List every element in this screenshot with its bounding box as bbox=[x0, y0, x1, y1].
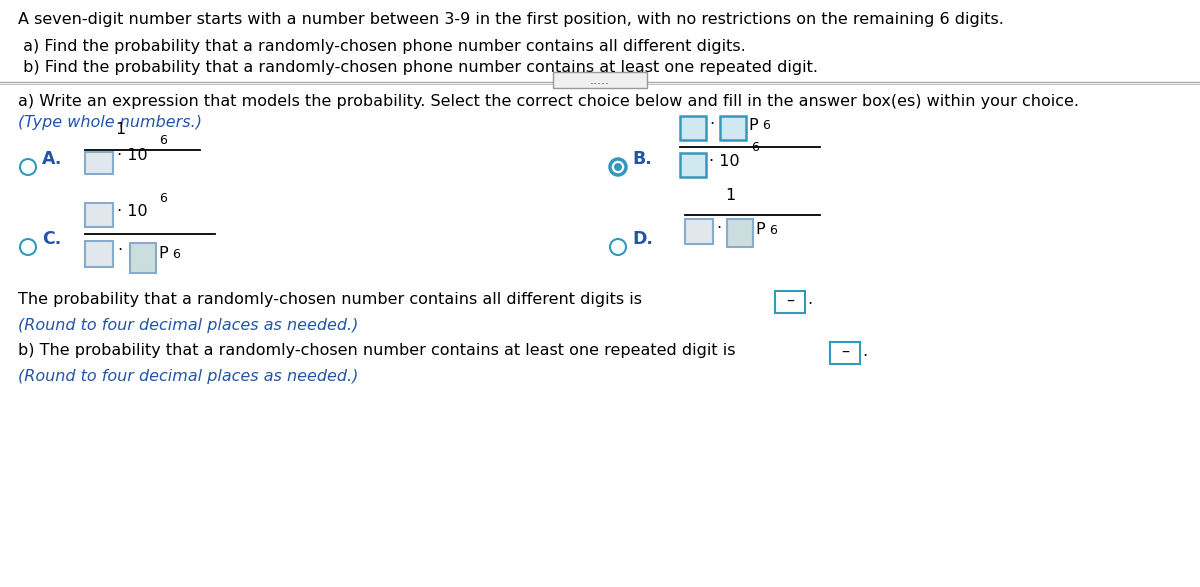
Text: .: . bbox=[808, 292, 812, 308]
FancyBboxPatch shape bbox=[130, 243, 156, 273]
Text: P: P bbox=[748, 117, 757, 133]
Text: .: . bbox=[862, 343, 868, 359]
Text: –: – bbox=[841, 343, 850, 359]
Text: ·: · bbox=[118, 242, 122, 258]
Text: b) Find the probability that a randomly-chosen phone number contains at least on: b) Find the probability that a randomly-… bbox=[18, 60, 818, 75]
Text: 6: 6 bbox=[172, 248, 180, 261]
FancyBboxPatch shape bbox=[85, 241, 113, 267]
Text: C.: C. bbox=[42, 230, 61, 248]
Text: · 10: · 10 bbox=[709, 153, 739, 168]
Text: P: P bbox=[755, 221, 764, 237]
Text: ·: · bbox=[709, 116, 714, 131]
FancyBboxPatch shape bbox=[85, 152, 113, 174]
Circle shape bbox=[614, 163, 622, 171]
Text: (Round to four decimal places as needed.): (Round to four decimal places as needed.… bbox=[18, 369, 359, 384]
Text: 1: 1 bbox=[725, 188, 736, 203]
Text: A seven-digit number starts with a number between 3-9 in the first position, wit: A seven-digit number starts with a numbe… bbox=[18, 12, 1004, 27]
Text: 6: 6 bbox=[762, 119, 770, 132]
Text: The probability that a randomly-chosen number contains all different digits is: The probability that a randomly-chosen n… bbox=[18, 292, 647, 307]
FancyBboxPatch shape bbox=[685, 219, 713, 244]
Text: .....: ..... bbox=[590, 74, 610, 87]
Text: · 10: · 10 bbox=[118, 204, 148, 218]
Text: · 10: · 10 bbox=[118, 147, 148, 163]
Text: 6: 6 bbox=[158, 192, 167, 205]
Text: 6: 6 bbox=[751, 141, 758, 154]
Text: A.: A. bbox=[42, 150, 62, 168]
Text: 6: 6 bbox=[158, 134, 167, 147]
Text: (Round to four decimal places as needed.): (Round to four decimal places as needed.… bbox=[18, 318, 359, 333]
Text: (Type whole numbers.): (Type whole numbers.) bbox=[18, 115, 202, 130]
FancyBboxPatch shape bbox=[553, 72, 647, 88]
Text: B.: B. bbox=[632, 150, 652, 168]
Text: D.: D. bbox=[632, 230, 653, 248]
Text: –: – bbox=[786, 292, 794, 308]
FancyBboxPatch shape bbox=[727, 219, 754, 247]
Text: 6: 6 bbox=[769, 224, 776, 237]
Text: 1: 1 bbox=[115, 122, 125, 137]
Text: ·: · bbox=[716, 221, 721, 237]
FancyBboxPatch shape bbox=[85, 203, 113, 227]
Text: a) Find the probability that a randomly-chosen phone number contains all differe: a) Find the probability that a randomly-… bbox=[18, 39, 745, 54]
FancyBboxPatch shape bbox=[830, 342, 860, 364]
FancyBboxPatch shape bbox=[680, 116, 706, 140]
FancyBboxPatch shape bbox=[720, 116, 746, 140]
Text: P: P bbox=[158, 247, 168, 261]
FancyBboxPatch shape bbox=[680, 153, 706, 177]
Text: b) The probability that a randomly-chosen number contains at least one repeated : b) The probability that a randomly-chose… bbox=[18, 343, 740, 358]
FancyBboxPatch shape bbox=[775, 291, 805, 313]
Text: a) Write an expression that models the probability. Select the correct choice be: a) Write an expression that models the p… bbox=[18, 94, 1079, 109]
